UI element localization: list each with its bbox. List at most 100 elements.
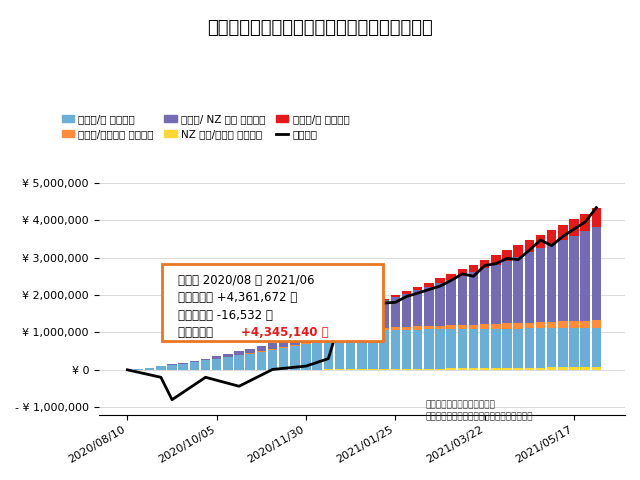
Bar: [368, 330, 378, 332]
Bar: [513, 323, 523, 328]
Bar: [569, 328, 579, 367]
Bar: [591, 367, 601, 370]
Bar: [580, 321, 590, 328]
Bar: [580, 214, 590, 231]
Bar: [458, 329, 467, 368]
Bar: [402, 294, 412, 327]
Bar: [491, 329, 500, 368]
Bar: [480, 324, 490, 329]
Bar: [558, 328, 568, 367]
Bar: [424, 329, 433, 369]
Bar: [491, 324, 500, 329]
Bar: [301, 343, 311, 344]
Bar: [257, 346, 266, 351]
FancyBboxPatch shape: [162, 264, 383, 340]
Bar: [156, 366, 166, 370]
Bar: [301, 333, 311, 343]
Bar: [536, 322, 545, 328]
Bar: [268, 349, 277, 350]
Bar: [591, 328, 601, 367]
Text: 実現損益： +4,361,672 円: 実現損益： +4,361,672 円: [178, 291, 297, 304]
Bar: [134, 369, 143, 370]
Bar: [480, 368, 490, 370]
Bar: [447, 369, 456, 370]
Bar: [491, 255, 500, 264]
Bar: [480, 260, 490, 268]
Bar: [569, 219, 579, 236]
Bar: [447, 274, 456, 280]
Bar: [380, 299, 389, 300]
Text: 合計損益：ポジションを全決済した時の損益: 合計損益：ポジションを全決済した時の損益: [425, 412, 532, 421]
Bar: [246, 353, 255, 354]
Bar: [502, 261, 512, 324]
Bar: [536, 248, 545, 322]
Bar: [580, 328, 590, 367]
Bar: [189, 362, 199, 370]
Bar: [402, 291, 412, 294]
Bar: [513, 328, 523, 368]
Bar: [368, 332, 378, 369]
Bar: [290, 336, 300, 345]
Text: コンサルトラリピの週次報告（ナローレンジ）: コンサルトラリピの週次報告（ナローレンジ）: [207, 19, 433, 37]
Bar: [513, 368, 523, 370]
Bar: [390, 295, 400, 297]
Bar: [368, 305, 378, 330]
Bar: [413, 326, 422, 330]
Bar: [357, 311, 367, 332]
Bar: [435, 278, 445, 283]
Bar: [435, 369, 445, 370]
Bar: [468, 368, 478, 370]
Bar: [402, 369, 412, 370]
Bar: [569, 236, 579, 321]
Bar: [167, 364, 177, 365]
Bar: [435, 283, 445, 326]
Bar: [357, 310, 367, 311]
Bar: [335, 320, 344, 336]
Bar: [380, 300, 389, 327]
Bar: [212, 356, 221, 359]
Bar: [525, 328, 534, 368]
Bar: [201, 360, 211, 370]
Bar: [558, 322, 568, 328]
Bar: [591, 227, 601, 320]
Bar: [335, 336, 344, 338]
Bar: [447, 329, 456, 369]
Bar: [380, 327, 389, 330]
Bar: [346, 335, 355, 336]
Bar: [301, 344, 311, 370]
Bar: [390, 297, 400, 327]
Bar: [368, 304, 378, 305]
Bar: [458, 325, 467, 329]
Bar: [390, 330, 400, 369]
Bar: [525, 323, 534, 328]
Bar: [279, 340, 289, 348]
Bar: [424, 369, 433, 370]
Bar: [390, 327, 400, 330]
Legend: 米ドル/円 実現損益, ユーロ/英ポンド 実現損益, 豪ドル/ NZ ドル 実現損益, NZ ドル/米ドル 実現損益, 加ドル/円 実現損益, 合計損益: 米ドル/円 実現損益, ユーロ/英ポンド 実現損益, 豪ドル/ NZ ドル 実現…: [62, 114, 349, 139]
Bar: [480, 329, 490, 368]
Bar: [536, 328, 545, 368]
Bar: [536, 235, 545, 248]
Bar: [324, 339, 333, 340]
Text: +4,345,140 円: +4,345,140 円: [241, 326, 328, 339]
Bar: [268, 343, 277, 349]
Bar: [513, 245, 523, 256]
Bar: [201, 359, 211, 360]
Bar: [458, 368, 467, 370]
Bar: [525, 252, 534, 323]
Bar: [346, 369, 355, 370]
Bar: [346, 315, 355, 335]
Bar: [234, 351, 244, 355]
Bar: [312, 342, 322, 370]
Bar: [402, 327, 412, 330]
Bar: [547, 230, 556, 244]
Bar: [380, 330, 389, 369]
Bar: [368, 369, 378, 370]
Text: 合計損益：: 合計損益：: [178, 326, 217, 339]
Bar: [380, 369, 389, 370]
Bar: [580, 367, 590, 370]
Bar: [580, 231, 590, 321]
Bar: [413, 330, 422, 369]
Bar: [335, 338, 344, 370]
Bar: [413, 287, 422, 290]
